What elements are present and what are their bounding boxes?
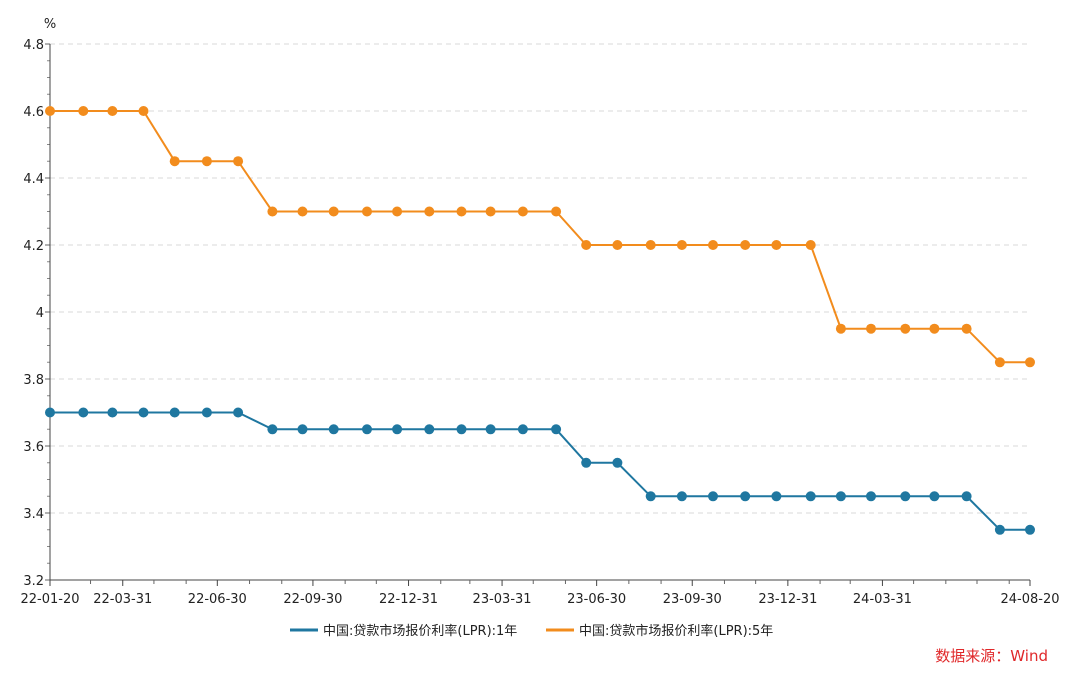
- x-tick-label: 22-12-31: [379, 592, 438, 607]
- data-point-1y[interactable]: [994, 524, 1005, 535]
- y-tick-label: 3.4: [23, 507, 44, 522]
- data-point-5y[interactable]: [297, 206, 308, 217]
- y-tick-label: 3.8: [23, 373, 44, 388]
- data-point-1y[interactable]: [581, 457, 592, 468]
- data-point-5y[interactable]: [45, 106, 55, 116]
- data-point-1y[interactable]: [233, 407, 244, 418]
- data-point-5y[interactable]: [805, 240, 816, 250]
- legend-item-5y[interactable]: 中国:贷款市场报价利率(LPR):5年: [546, 623, 773, 639]
- x-tick-label: 22-01-20: [20, 592, 79, 607]
- x-tick-label: 22-06-30: [188, 592, 247, 607]
- data-point-1y[interactable]: [1025, 524, 1035, 535]
- data-point-1y[interactable]: [645, 491, 656, 502]
- y-tick-label: 4.4: [23, 172, 44, 187]
- legend-label-1y: 中国:贷款市场报价利率(LPR):1年: [323, 623, 517, 639]
- y-axis-unit-label: %: [44, 17, 56, 32]
- data-point-1y[interactable]: [517, 424, 528, 435]
- data-point-1y[interactable]: [138, 407, 149, 418]
- data-point-1y[interactable]: [612, 457, 623, 468]
- data-point-1y[interactable]: [485, 424, 496, 435]
- data-point-5y[interactable]: [424, 206, 435, 217]
- legend-item-1y[interactable]: 中国:贷款市场报价利率(LPR):1年: [290, 623, 517, 639]
- data-point-5y[interactable]: [328, 206, 339, 217]
- data-point-1y[interactable]: [456, 424, 467, 435]
- data-point-1y[interactable]: [929, 491, 940, 502]
- data-point-1y[interactable]: [45, 407, 55, 418]
- data-point-5y[interactable]: [708, 240, 718, 250]
- data-point-5y[interactable]: [1025, 357, 1035, 368]
- data-point-5y[interactable]: [961, 323, 972, 334]
- data-point-5y[interactable]: [138, 106, 149, 116]
- data-point-1y[interactable]: [835, 491, 846, 502]
- data-point-1y[interactable]: [805, 491, 816, 502]
- data-point-5y[interactable]: [392, 206, 403, 217]
- data-point-5y[interactable]: [900, 323, 911, 334]
- y-axis: 3.2 3.4 3.6 3.8 4 4.2 4.4 4.6 4.8: [23, 38, 51, 589]
- legend-label-5y: 中国:贷款市场报价利率(LPR):5年: [579, 623, 773, 639]
- data-point-5y[interactable]: [771, 240, 782, 250]
- series-line-5y: [50, 110, 1030, 364]
- data-point-1y[interactable]: [866, 491, 876, 502]
- y-tick-label: 4.6: [23, 105, 44, 120]
- y-tick-label: 4.8: [23, 38, 44, 53]
- data-point-5y[interactable]: [233, 156, 244, 167]
- x-tick-label: 22-03-31: [93, 592, 152, 607]
- data-point-1y[interactable]: [961, 491, 972, 502]
- data-point-5y[interactable]: [740, 240, 751, 250]
- data-point-1y[interactable]: [771, 491, 782, 502]
- data-point-5y[interactable]: [866, 323, 876, 334]
- data-point-1y[interactable]: [267, 424, 278, 435]
- data-point-5y[interactable]: [645, 240, 656, 250]
- data-point-1y[interactable]: [676, 491, 687, 502]
- x-tick-label: 24-03-31: [853, 592, 912, 607]
- data-point-5y[interactable]: [169, 156, 180, 167]
- data-point-1y[interactable]: [900, 491, 911, 502]
- data-point-1y[interactable]: [297, 424, 308, 435]
- legend: 中国:贷款市场报价利率(LPR):1年 中国:贷款市场报价利率(LPR):5年: [290, 623, 773, 639]
- data-point-5y[interactable]: [517, 206, 528, 217]
- data-point-5y[interactable]: [107, 106, 118, 116]
- data-point-1y[interactable]: [424, 424, 435, 435]
- data-point-1y[interactable]: [362, 424, 372, 435]
- data-point-5y[interactable]: [612, 240, 623, 250]
- data-point-1y[interactable]: [201, 407, 212, 418]
- data-point-5y[interactable]: [78, 106, 89, 116]
- data-point-5y[interactable]: [201, 156, 212, 167]
- data-point-1y[interactable]: [551, 424, 562, 435]
- data-point-1y[interactable]: [392, 424, 403, 435]
- x-tick-label: 23-06-30: [567, 592, 626, 607]
- data-source-note: 数据来源：Wind: [935, 647, 1048, 665]
- data-point-1y[interactable]: [169, 407, 180, 418]
- data-point-5y[interactable]: [362, 206, 372, 217]
- data-point-1y[interactable]: [78, 407, 89, 418]
- y-tick-label: 4: [36, 306, 44, 321]
- data-point-5y[interactable]: [994, 357, 1005, 368]
- x-tick-label: 23-12-31: [758, 592, 817, 607]
- data-point-1y[interactable]: [107, 407, 118, 418]
- y-tick-label: 3.2: [23, 574, 44, 589]
- series-group: [45, 106, 1035, 535]
- x-axis: 22-01-20 22-03-31 22-06-30 22-09-30 22-12-31…: [20, 579, 1060, 607]
- data-point-5y[interactable]: [581, 240, 592, 250]
- x-tick-label: 22-09-30: [283, 592, 342, 607]
- grid-lines: [50, 43, 1030, 514]
- series-line-1y: [50, 411, 1030, 531]
- data-point-5y[interactable]: [267, 206, 278, 217]
- x-tick-label: 23-03-31: [473, 592, 532, 607]
- data-point-1y[interactable]: [740, 491, 751, 502]
- x-tick-label: 23-09-30: [663, 592, 722, 607]
- data-point-5y[interactable]: [929, 323, 940, 334]
- y-tick-label: 3.6: [23, 440, 44, 455]
- data-point-5y[interactable]: [551, 206, 562, 217]
- data-point-5y[interactable]: [676, 240, 687, 250]
- data-point-5y[interactable]: [835, 323, 846, 334]
- y-tick-label: 4.2: [23, 239, 44, 254]
- data-point-1y[interactable]: [708, 491, 718, 502]
- data-point-1y[interactable]: [328, 424, 339, 435]
- x-tick-label: 24-08-20: [1000, 592, 1059, 607]
- data-point-5y[interactable]: [456, 206, 467, 217]
- data-point-5y[interactable]: [485, 206, 496, 217]
